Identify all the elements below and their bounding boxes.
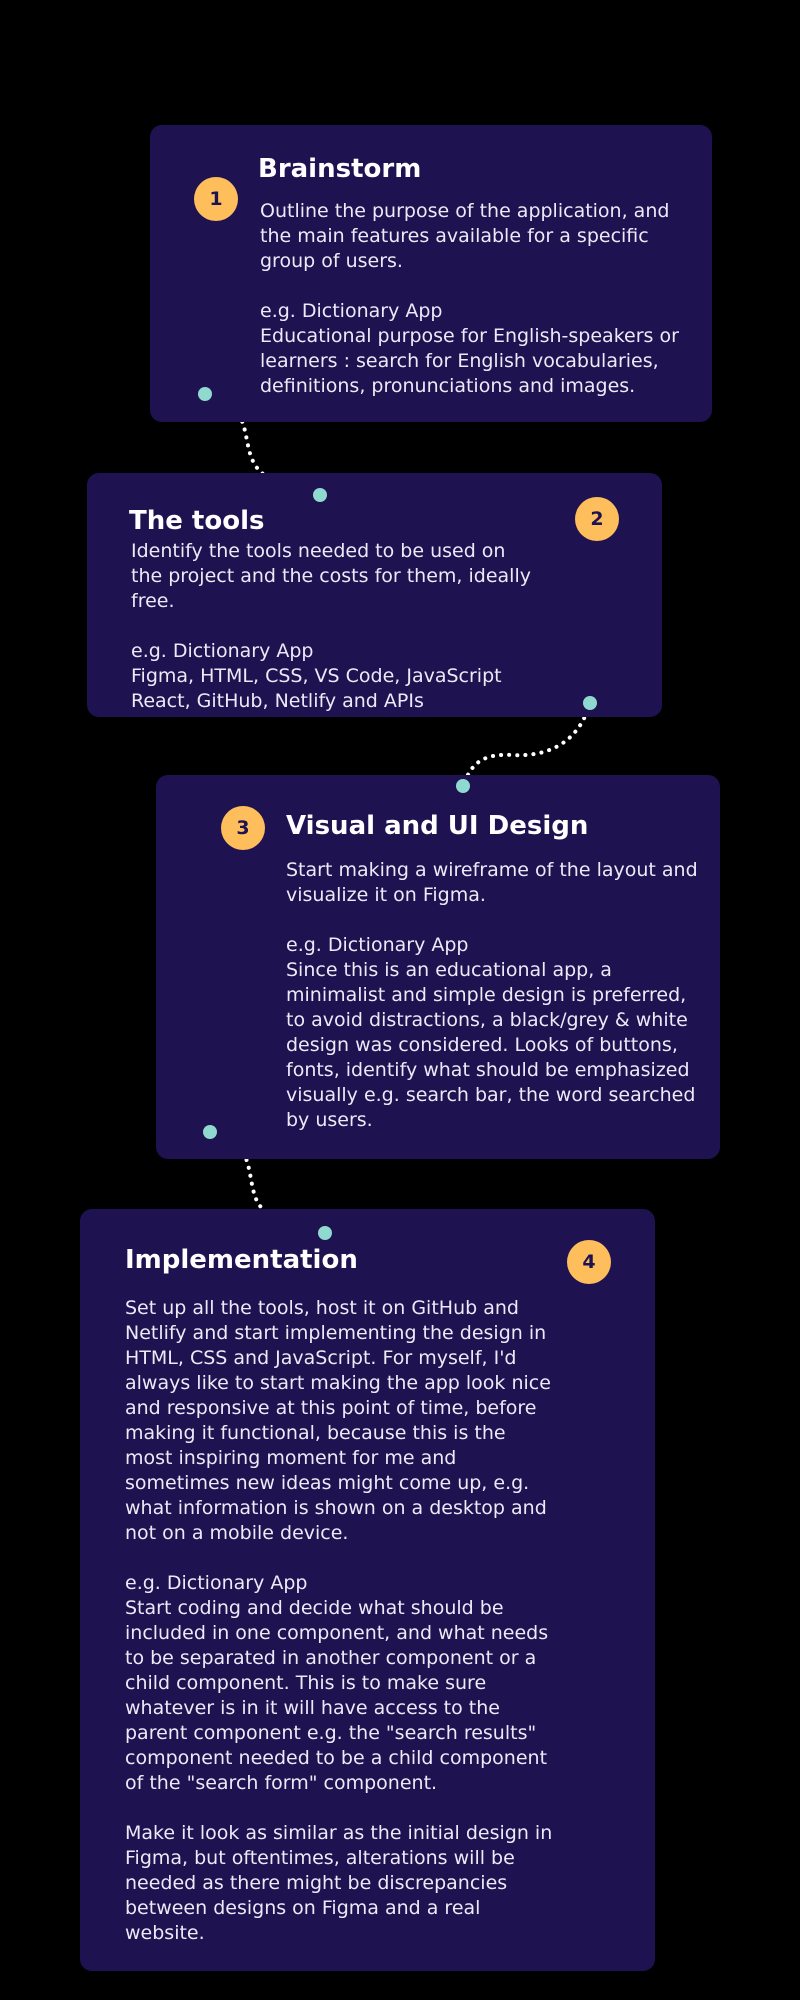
example-label: e.g. Dictionary App	[286, 934, 469, 956]
step-number-badge: 4	[567, 1240, 611, 1284]
step-title: Brainstorm	[258, 154, 422, 184]
step-title: Implementation	[125, 1245, 358, 1275]
step-card-implementation: 4 Implementation Set up all the tools, h…	[80, 1209, 655, 1971]
connector-dot-end-1	[313, 488, 327, 502]
step-card-brainstorm: 1 Brainstorm Outline the purpose of the …	[150, 125, 712, 422]
connector-dot-end-2	[456, 779, 470, 793]
step-description: Identify the tools needed to be used on …	[131, 540, 531, 612]
closing-text: Make it look as similar as the initial d…	[125, 1822, 553, 1944]
connector-dot-start-1	[198, 387, 212, 401]
example-text: Start coding and decide what should be i…	[125, 1597, 549, 1794]
step-card-the-tools: 2 The tools Identify the tools needed to…	[87, 473, 662, 717]
step-content: Identify the tools needed to be used on …	[131, 539, 541, 714]
step-content: Start making a wireframe of the layout a…	[286, 858, 698, 1133]
step-description: Outline the purpose of the application, …	[260, 200, 670, 272]
example-label: e.g. Dictionary App	[260, 300, 443, 322]
step-number-badge: 2	[575, 497, 619, 541]
example-label: e.g. Dictionary App	[131, 640, 314, 662]
step-content: Outline the purpose of the application, …	[260, 199, 680, 399]
connector-line-2-3-dots	[461, 701, 592, 788]
connector-dot-start-2	[583, 696, 597, 710]
example-label: e.g. Dictionary App	[125, 1572, 308, 1594]
step-content: Set up all the tools, host it on GitHub …	[125, 1296, 555, 1946]
connector-dot-end-3	[318, 1226, 332, 1240]
step-description: Start making a wireframe of the layout a…	[286, 859, 698, 906]
example-text: Since this is an educational app, a mini…	[286, 959, 696, 1131]
example-text: Figma, HTML, CSS, VS Code, JavaScript Re…	[131, 665, 502, 712]
example-text: Educational purpose for English-speakers…	[260, 325, 679, 397]
step-title: Visual and UI Design	[286, 811, 589, 841]
step-title: The tools	[129, 506, 265, 536]
connector-dot-start-3	[203, 1125, 217, 1139]
step-card-visual-ui-design: 3 Visual and UI Design Start making a wi…	[156, 775, 720, 1159]
step-description: Set up all the tools, host it on GitHub …	[125, 1297, 551, 1544]
step-number-badge: 3	[221, 806, 265, 850]
step-number-badge: 1	[194, 177, 238, 221]
